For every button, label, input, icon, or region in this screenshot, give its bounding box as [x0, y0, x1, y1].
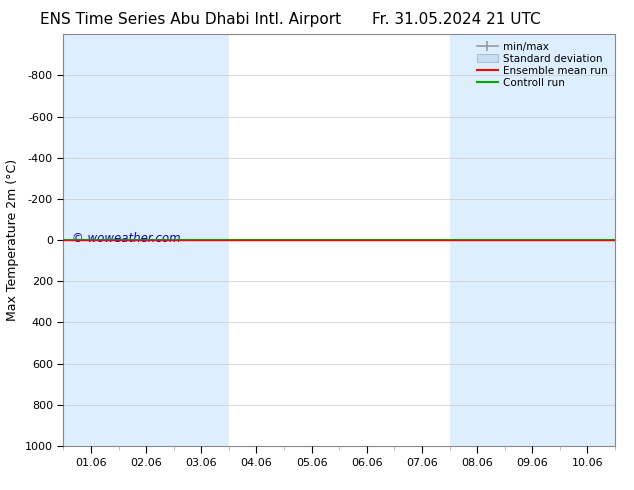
Bar [63, 34, 119, 446]
Bar [560, 34, 615, 446]
Bar [119, 34, 174, 446]
Bar [174, 34, 229, 446]
Bar [450, 34, 505, 446]
Legend: min/max, Standard deviation, Ensemble mean run, Controll run: min/max, Standard deviation, Ensemble me… [473, 37, 612, 92]
Y-axis label: Max Temperature 2m (°C): Max Temperature 2m (°C) [6, 159, 20, 321]
Text: ENS Time Series Abu Dhabi Intl. Airport: ENS Time Series Abu Dhabi Intl. Airport [40, 12, 340, 27]
Text: Fr. 31.05.2024 21 UTC: Fr. 31.05.2024 21 UTC [372, 12, 541, 27]
Text: © woweather.com: © woweather.com [72, 232, 180, 245]
Bar [505, 34, 560, 446]
